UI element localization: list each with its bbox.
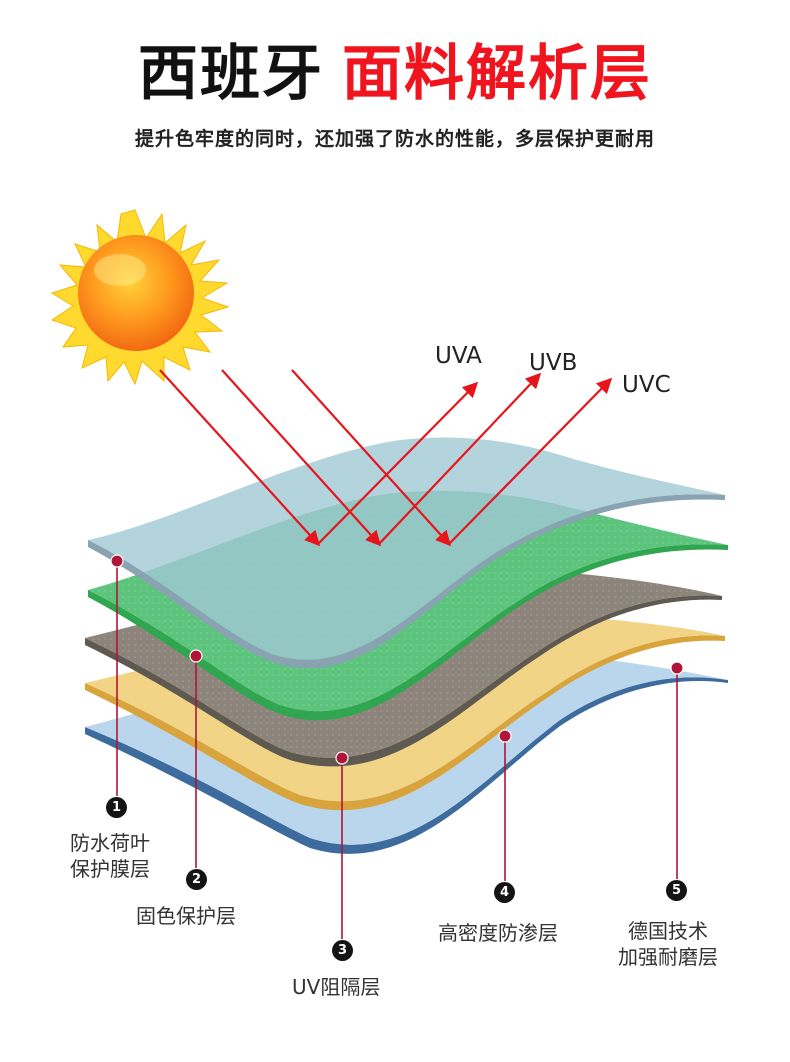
page-title: 西班牙 面料解析层 xyxy=(0,38,790,110)
uvb-reflected-ray xyxy=(378,372,542,545)
uva-label: UVA xyxy=(435,343,482,369)
layer-5-pointer-dot xyxy=(670,661,684,675)
layer-1-label-line2: 保护膜层 xyxy=(70,857,150,881)
layer-3-pointer-dot xyxy=(335,751,349,765)
layer-4-pointer-dot xyxy=(498,729,512,743)
layer-3-label: UV阻隔层 xyxy=(292,975,381,999)
uvc-reflected-ray xyxy=(448,377,613,545)
title-black: 西班牙 xyxy=(138,39,324,109)
uvb-label: UVB xyxy=(529,350,578,376)
layer-pointers xyxy=(110,554,684,939)
layer-4-label: 高密度防渗层 xyxy=(438,921,558,945)
layer-5-label: 德国技术 加强耐磨层 xyxy=(618,918,718,970)
sun-icon xyxy=(50,209,230,386)
layer-1-label: 防水荷叶 保护膜层 xyxy=(70,830,150,882)
uvc-incoming-ray xyxy=(291,369,452,547)
uva-reflected-ray xyxy=(317,381,479,545)
layer-2-label: 固色保护层 xyxy=(136,904,236,928)
uvc-label: UVC xyxy=(622,372,671,398)
layer-1-shape xyxy=(88,437,725,669)
uv-rays xyxy=(159,369,613,547)
title-red: 面料解析层 xyxy=(342,39,652,109)
layer-4-badge: 4 xyxy=(494,882,515,903)
layer-1-pointer-dot xyxy=(110,554,124,568)
layer-1-badge: 1 xyxy=(106,797,127,818)
layer-5-label-line2: 加强耐磨层 xyxy=(618,945,718,969)
layer-2-pointer-dot xyxy=(189,649,203,663)
uva-incoming-ray xyxy=(159,369,321,547)
layer-1-label-line1: 防水荷叶 xyxy=(70,831,150,855)
layer-2-badge: 2 xyxy=(186,869,207,890)
layer-3-badge: 3 xyxy=(332,940,353,961)
page-subtitle: 提升色牢度的同时，还加强了防水的性能，多层保护更耐用 xyxy=(134,128,655,150)
layer-5-label-line1: 德国技术 xyxy=(628,919,708,943)
layer-5-badge: 5 xyxy=(666,880,687,901)
uvb-incoming-ray xyxy=(221,369,382,547)
